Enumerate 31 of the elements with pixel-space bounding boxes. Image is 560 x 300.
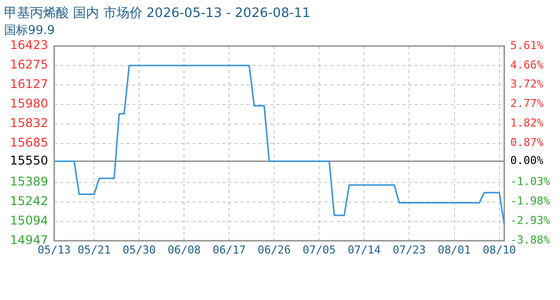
x-tick-label: 08/01	[438, 243, 471, 256]
y2-tick-label: 0.87%	[510, 136, 544, 150]
y-tick-label: 15980	[10, 96, 48, 111]
y-tick-label: 16127	[10, 77, 48, 92]
x-tick-label: 05/30	[122, 243, 156, 256]
y-tick-label: 15550	[10, 153, 48, 168]
chart-title: 甲基丙烯酸 国内 市场价 2026-05-13 - 2026-08-11	[4, 6, 310, 22]
y2-tick-label: 5.61%	[510, 38, 544, 52]
y2-tick-label: 0.00%	[510, 154, 544, 168]
y-tick-label: 15685	[10, 136, 48, 150]
y2-tick-label: -2.93%	[510, 214, 550, 228]
y2-tick-label: 3.72%	[510, 78, 544, 91]
y2-tick-label: 2.77%	[510, 97, 544, 110]
y-tick-label: 15242	[10, 194, 48, 208]
x-tick-label: 07/23	[392, 243, 426, 256]
y2-tick-label: 4.66%	[510, 58, 544, 72]
y-tick-label: 16423	[10, 38, 48, 52]
x-tick-label: 05/21	[78, 243, 111, 256]
y-tick-label: 15832	[10, 116, 48, 130]
y2-tick-label: -1.98%	[510, 194, 550, 208]
x-tick-label: 06/17	[212, 243, 246, 256]
y2-tick-label: 1.82%	[510, 116, 544, 130]
chart-subtitle: 国标99.9	[4, 22, 55, 37]
x-tick-label: 06/08	[168, 243, 201, 256]
y2-tick-label: -1.03%	[510, 175, 550, 188]
x-tick-label: 07/14	[348, 243, 382, 256]
y-tick-label: 15389	[10, 174, 48, 189]
x-tick-label: 07/05	[302, 243, 336, 256]
y-tick-label: 15094	[10, 214, 48, 228]
x-tick-label: 06/26	[258, 243, 291, 256]
y-tick-label: 16275	[10, 58, 48, 72]
